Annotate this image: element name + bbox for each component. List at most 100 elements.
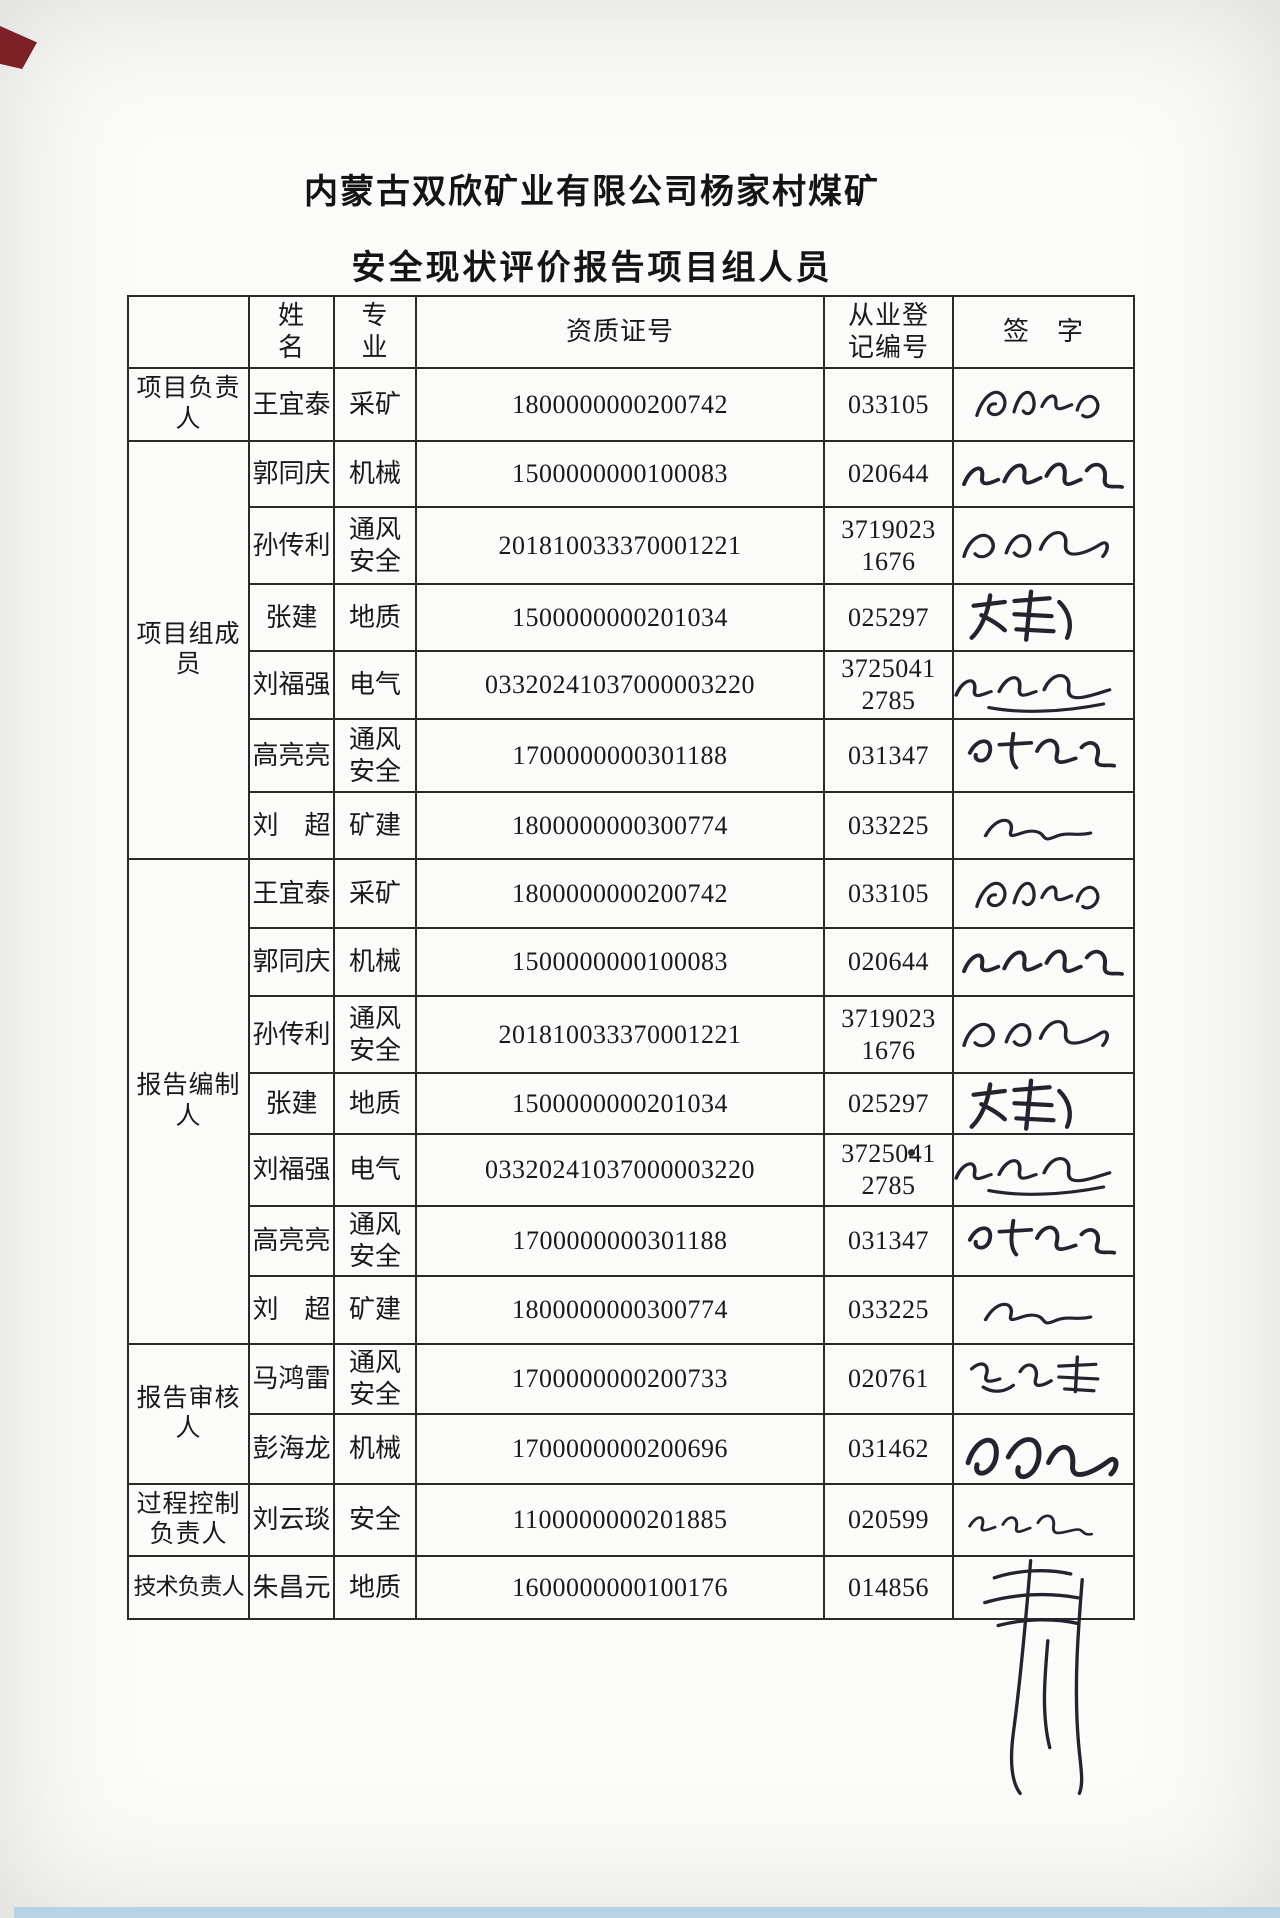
reg-no-cell: 014856 bbox=[823, 1555, 954, 1620]
group-cell: 项目负责 人 bbox=[127, 367, 250, 442]
cert-no-cell: 1500000000100083 bbox=[415, 927, 825, 997]
specialty-cell: 通风 安全 bbox=[333, 995, 417, 1074]
group-cell: 技术负责人 bbox=[127, 1555, 250, 1620]
table-row: 刘福强 电气 03320241037000003220 3725041 2785 bbox=[128, 650, 1135, 720]
table-row: 孙传利 通风 安全 201810033370001221 3719023 1676 bbox=[128, 506, 1135, 585]
group-cell: 过程控制 负责人 bbox=[127, 1483, 250, 1557]
handwritten-signature bbox=[962, 1020, 1109, 1048]
handwritten-signature bbox=[983, 818, 1093, 841]
corner-fold-mark bbox=[0, 26, 37, 69]
name-cell: 孙传利 bbox=[248, 995, 335, 1074]
column-header-signature: 签 字 bbox=[952, 295, 1135, 369]
name-cell: 彭海龙 bbox=[248, 1413, 335, 1485]
cert-no-cell: 1100000000201885 bbox=[415, 1483, 825, 1557]
cert-no-cell: 1700000000200733 bbox=[415, 1343, 825, 1415]
name-cell: 刘 超 bbox=[248, 1275, 335, 1345]
table-row: 项目负责 人王宜泰 采矿 1800000000200742 033105 bbox=[127, 367, 1135, 442]
column-header-cert-no: 资质证号 bbox=[415, 295, 825, 369]
signature-cell bbox=[952, 1555, 1135, 1796]
table-row: 刘 超矿建 1800000000300774 033225 bbox=[128, 791, 1135, 860]
specialty-cell: 采矿 bbox=[333, 858, 417, 929]
specialty-cell: 机械 bbox=[333, 440, 417, 508]
table-header-row: 姓 名专 业资质证号 从业登 记编号签 字 bbox=[127, 295, 1135, 369]
table-row: 彭海龙 机械 1700000000200696 031462 bbox=[128, 1413, 1135, 1485]
name-cell: 马鸿雷 bbox=[248, 1343, 335, 1415]
reg-no-cell: 3719023 1676 bbox=[823, 506, 954, 585]
signature-cell bbox=[952, 791, 1135, 860]
handwritten-signature bbox=[969, 1355, 1100, 1394]
cert-no-cell: 201810033370001221 bbox=[415, 506, 825, 585]
signature-cell bbox=[952, 506, 1135, 585]
cert-no-cell: 1800000000300774 bbox=[415, 1275, 825, 1345]
signature-cell bbox=[952, 1343, 1135, 1415]
table-row: 高亮亮 通风 安全 1700000000301188 031347 bbox=[128, 1205, 1135, 1277]
handwritten-signature bbox=[983, 1302, 1093, 1325]
specialty-cell: 地质 bbox=[333, 583, 417, 652]
specialty-cell: 机械 bbox=[333, 927, 417, 997]
handwritten-signature bbox=[969, 589, 1072, 642]
name-cell: 郭同庆 bbox=[248, 927, 335, 997]
reg-no-cell: 020599 bbox=[823, 1483, 954, 1557]
specialty-cell: 通风 安全 bbox=[333, 718, 417, 793]
signature-cell bbox=[952, 583, 1135, 652]
cert-no-cell: 1500000000100083 bbox=[415, 440, 825, 508]
specialty-cell: 安全 bbox=[333, 1483, 417, 1557]
group-cell: 报告编制 人 bbox=[127, 858, 250, 1345]
name-cell: 刘福强 bbox=[248, 1133, 335, 1207]
specialty-cell: 电气 bbox=[333, 650, 417, 720]
group-cell: 报告审核 人 bbox=[127, 1343, 250, 1485]
handwritten-signature bbox=[967, 1218, 1117, 1257]
handwritten-signature bbox=[962, 531, 1109, 559]
cert-no-cell: 1500000000201034 bbox=[415, 1072, 825, 1135]
reg-no-cell: 033225 bbox=[823, 1275, 954, 1345]
signature-cell bbox=[952, 1072, 1135, 1135]
signature-cell bbox=[952, 858, 1135, 929]
reg-no-cell: 033105 bbox=[823, 367, 954, 442]
table-row: 高亮亮 通风 安全 1700000000301188 031347 bbox=[128, 718, 1135, 793]
reg-no-cell: 020644 bbox=[823, 927, 954, 997]
reg-no-cell: 025297 bbox=[823, 1072, 954, 1135]
personnel-table-body: 姓 名专 业资质证号 从业登 记编号签 字项目负责 人王宜泰 采矿 180000000… bbox=[127, 295, 1135, 1796]
name-cell: 孙传利 bbox=[248, 506, 335, 585]
specialty-cell: 采矿 bbox=[333, 367, 417, 442]
signature-cell bbox=[952, 1275, 1135, 1345]
name-cell: 刘 超 bbox=[248, 791, 335, 860]
signature-cell bbox=[952, 367, 1135, 442]
specialty-cell: 通风 安全 bbox=[333, 506, 417, 585]
specialty-cell: 机械 bbox=[333, 1413, 417, 1485]
name-cell: 郭同庆 bbox=[248, 440, 335, 508]
cert-no-cell: 1700000000200696 bbox=[415, 1413, 825, 1485]
table-row: 刘 超矿建 1800000000300774 033225 bbox=[128, 1275, 1135, 1345]
table-row: 刘福强 电气 03320241037000003220 3725041 2785 bbox=[128, 1133, 1135, 1207]
handwritten-signature bbox=[975, 881, 1100, 910]
cert-no-cell: 1800000000200742 bbox=[415, 858, 825, 929]
handwritten-signature bbox=[969, 1078, 1072, 1131]
column-header-name: 姓 名 bbox=[248, 295, 335, 369]
specialty-cell: 通风 安全 bbox=[333, 1205, 417, 1277]
table-row: 过程控制 负责人 刘云琰 安全 1100000000201885 020599 bbox=[127, 1483, 1135, 1557]
signature-cell bbox=[952, 927, 1135, 997]
table-row: 张建 地质 1500000000201034 025297 bbox=[128, 583, 1135, 652]
name-cell: 张建 bbox=[248, 583, 335, 652]
reg-no-cell: 031347 bbox=[823, 1205, 954, 1277]
name-cell: 王宜泰 bbox=[248, 367, 335, 442]
table-row: 张建 地质 1500000000201034 025297 bbox=[128, 1072, 1135, 1135]
handwritten-signature bbox=[954, 674, 1112, 713]
signature-cell bbox=[952, 1483, 1135, 1557]
specialty-cell: 矿建 bbox=[333, 1275, 417, 1345]
signature-cell bbox=[952, 1133, 1135, 1207]
reg-no-cell: 3725041 2785 bbox=[823, 650, 954, 720]
handwritten-signature bbox=[954, 1157, 1112, 1196]
reg-no-cell: 033105 bbox=[823, 858, 954, 929]
specialty-cell: 矿建 bbox=[333, 791, 417, 860]
name-cell: 高亮亮 bbox=[248, 1205, 335, 1277]
reg-no-cell: 020761 bbox=[823, 1343, 954, 1415]
signature-cell bbox=[952, 1205, 1135, 1277]
reg-no-cell: 3725041 2785 bbox=[823, 1133, 954, 1207]
table-row: 孙传利 通风 安全 201810033370001221 3719023 1676 bbox=[128, 995, 1135, 1074]
column-header-specialty: 专 业 bbox=[333, 295, 417, 369]
signature-cell bbox=[952, 440, 1135, 508]
handwritten-signature bbox=[967, 731, 1117, 770]
reg-no-cell: 3719023 1676 bbox=[823, 995, 954, 1074]
document-title: 内蒙古双欣矿业有限公司杨家村煤矿 bbox=[304, 174, 880, 211]
